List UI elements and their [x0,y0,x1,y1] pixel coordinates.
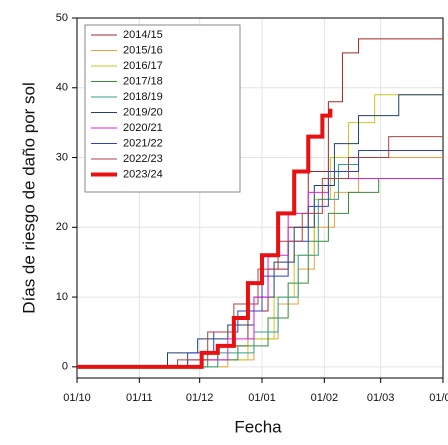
legend-label: 2023/24 [123,168,163,180]
legend-label: 2020/21 [123,122,163,134]
x-tick-label: 01/04 [429,392,448,404]
y-tick-label: 20 [56,221,68,233]
y-tick-label: 30 [56,151,68,163]
x-tick-label: 01/01 [248,392,276,404]
legend-box [84,24,241,193]
plot-frame [76,17,444,379]
x-tick-label: 01/03 [367,392,395,404]
y-tick-label: 40 [56,82,68,94]
legend: 2014/15 2015/16 2016/17 2017/18 2018/19 2019/… [84,24,241,193]
y-tick-label: 0 [62,361,68,373]
legend-label: 2022/23 [123,153,163,165]
legend-label: 2021/22 [123,137,163,149]
x-tick-label: 01/11 [126,392,153,404]
legend-label: 2016/17 [123,60,163,72]
x-axis-label: Fecha [234,417,282,436]
legend-label: 2019/20 [123,106,163,118]
y-tick-label: 10 [56,291,68,303]
x-tick-label: 01/02 [311,392,339,404]
x-tick-label: 01/10 [63,392,91,404]
x-tick-label: 01/12 [186,392,214,404]
legend-label: 2014/15 [123,29,163,41]
series-line [77,94,443,368]
legend-label: 2015/16 [123,44,163,56]
y-axis-label: Días de riesgo de daño por sol [19,82,38,314]
legend-label: 2018/19 [123,91,163,103]
y-tick-label: 50 [56,12,68,24]
series-line [77,108,333,369]
legend-label: 2017/18 [123,75,163,87]
